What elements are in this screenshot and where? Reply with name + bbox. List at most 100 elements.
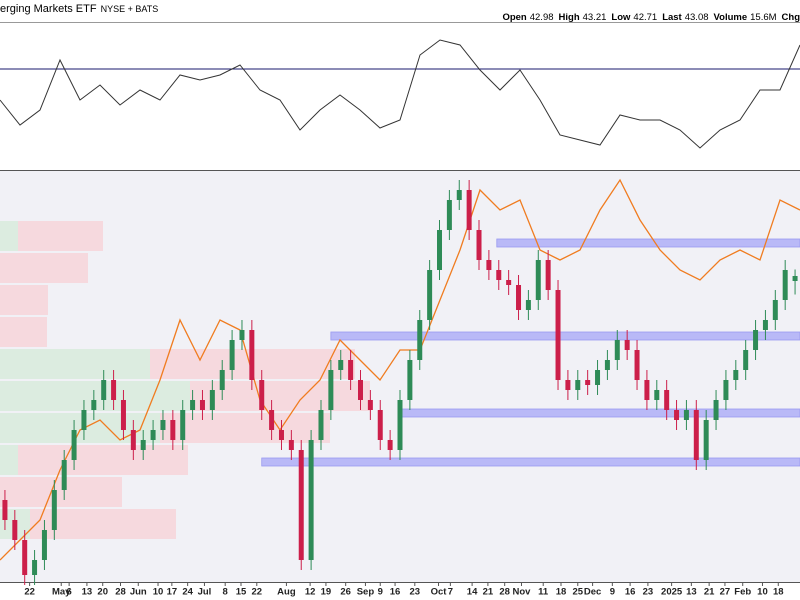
x-tick-label: 12 bbox=[305, 587, 316, 598]
candle-body bbox=[585, 380, 591, 385]
candle-body bbox=[723, 380, 729, 400]
candle-body bbox=[397, 400, 403, 450]
quote-label: Last bbox=[662, 12, 682, 23]
candle-body bbox=[160, 420, 166, 430]
candle-body bbox=[427, 270, 433, 320]
x-tick-label: 23 bbox=[643, 587, 654, 598]
x-tick-label: 20 bbox=[97, 587, 108, 598]
candle-body bbox=[624, 340, 630, 350]
volume-down bbox=[190, 381, 370, 411]
candle-body bbox=[170, 420, 176, 440]
candle-body bbox=[545, 260, 551, 290]
candle-body bbox=[377, 410, 383, 440]
volume-down bbox=[0, 477, 122, 507]
candle-body bbox=[150, 430, 156, 440]
candle-body bbox=[417, 320, 423, 360]
candle-body bbox=[743, 350, 749, 370]
x-tick-label: 28 bbox=[499, 587, 510, 598]
candle-body bbox=[614, 340, 620, 360]
candle-body bbox=[575, 380, 581, 390]
x-tick-label: Jun bbox=[130, 587, 147, 598]
candle-body bbox=[535, 260, 541, 300]
x-tick-label: Dec bbox=[584, 587, 601, 598]
candle-body bbox=[486, 260, 492, 270]
candle-body bbox=[555, 290, 561, 380]
candle-body bbox=[51, 490, 57, 530]
quote-value: 43.08 bbox=[684, 12, 709, 23]
candle-body bbox=[239, 330, 245, 340]
quote-label: Open bbox=[502, 12, 527, 23]
x-tick-label: 17 bbox=[167, 587, 178, 598]
support-band bbox=[496, 238, 800, 248]
x-tick-label: Feb bbox=[734, 587, 751, 598]
volume-down bbox=[0, 285, 48, 315]
x-tick-label: 15 bbox=[236, 587, 247, 598]
candle-body bbox=[693, 410, 699, 460]
x-tick-label: 2025 bbox=[661, 587, 683, 598]
rsi-line bbox=[0, 39, 800, 149]
candle-body bbox=[407, 360, 413, 400]
support-band bbox=[399, 408, 800, 418]
candle-body bbox=[565, 380, 571, 390]
candle-body bbox=[318, 410, 324, 440]
candle-body bbox=[111, 380, 117, 400]
candle-body bbox=[278, 430, 284, 440]
x-tick-label: Sep bbox=[357, 587, 375, 598]
x-tick-label: 16 bbox=[390, 587, 401, 598]
candle-body bbox=[762, 320, 768, 330]
candle-body bbox=[733, 370, 739, 380]
support-band bbox=[330, 331, 800, 341]
quote-value: 42.71 bbox=[633, 12, 658, 23]
x-tick-label: 16 bbox=[625, 587, 636, 598]
candle-body bbox=[634, 350, 640, 380]
candle-body bbox=[298, 450, 304, 560]
candle-body bbox=[703, 420, 709, 460]
x-tick-label: 28 bbox=[115, 587, 126, 598]
x-tick-label: 9 bbox=[378, 587, 383, 598]
candle-body bbox=[229, 340, 235, 370]
candle-body bbox=[32, 560, 38, 575]
volume-up bbox=[0, 445, 18, 475]
x-tick-label: 27 bbox=[720, 587, 731, 598]
x-tick-label: 9 bbox=[610, 587, 615, 598]
candle-body bbox=[357, 380, 363, 400]
x-tick-label: 8 bbox=[223, 587, 228, 598]
candle-body bbox=[288, 440, 294, 450]
symbol-title: erging Markets ETF NYSE + BATS bbox=[0, 3, 158, 15]
x-tick-label: 6 bbox=[66, 587, 71, 598]
candle-body bbox=[199, 400, 205, 410]
x-tick-label: 22 bbox=[24, 587, 35, 598]
volume-down bbox=[18, 221, 103, 251]
candle-body bbox=[595, 370, 601, 385]
title: erging Markets ETF bbox=[0, 3, 97, 15]
candle-body bbox=[91, 400, 97, 410]
candle-body bbox=[644, 380, 650, 400]
candle-body bbox=[61, 460, 67, 490]
candle-body bbox=[437, 230, 443, 270]
candle-body bbox=[466, 190, 472, 230]
candle-body bbox=[41, 530, 47, 560]
volume-up bbox=[0, 413, 160, 443]
x-tick-label: 7 bbox=[448, 587, 453, 598]
x-tick-label: 25 bbox=[572, 587, 583, 598]
candle-body bbox=[674, 410, 680, 420]
candle-body bbox=[140, 440, 146, 450]
exchange: NYSE + BATS bbox=[100, 4, 159, 14]
volume-up bbox=[0, 349, 150, 379]
candle-body bbox=[456, 190, 462, 200]
candle-body bbox=[348, 360, 354, 380]
candle-body bbox=[81, 410, 87, 430]
quote-label: Chg bbox=[781, 12, 800, 23]
candle-body bbox=[209, 390, 215, 410]
candle-body bbox=[387, 440, 393, 450]
candle-body bbox=[496, 270, 502, 280]
quote-value: 43.21 bbox=[582, 12, 607, 23]
candle-body bbox=[654, 390, 660, 400]
x-tick-label: Aug bbox=[277, 587, 296, 598]
candle-body bbox=[338, 360, 344, 370]
volume-down bbox=[160, 413, 330, 443]
x-tick-label: 10 bbox=[153, 587, 164, 598]
candle-body bbox=[249, 330, 255, 380]
candle-body bbox=[713, 400, 719, 420]
